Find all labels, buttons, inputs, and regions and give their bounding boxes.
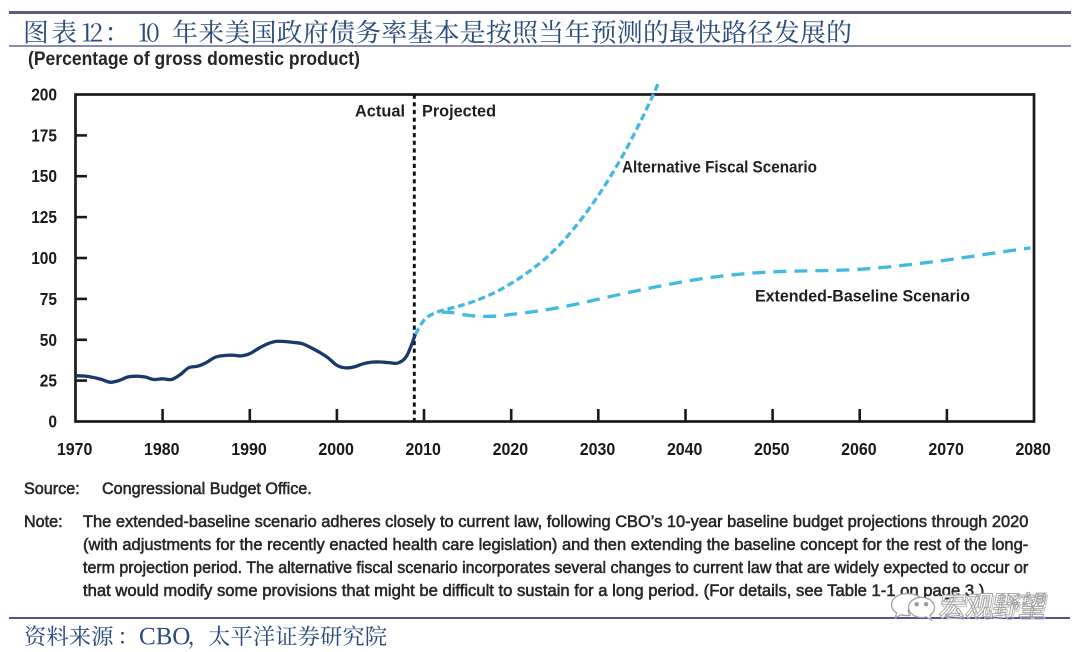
svg-text:2020: 2020	[493, 439, 529, 459]
svg-text:2010: 2010	[405, 439, 441, 459]
svg-text:Extended-Baseline Scenario: Extended-Baseline Scenario	[755, 287, 970, 306]
svg-text:2070: 2070	[928, 439, 964, 459]
svg-text:2060: 2060	[841, 439, 877, 459]
svg-text:2050: 2050	[754, 439, 790, 459]
svg-text:2000: 2000	[318, 439, 354, 459]
svg-text:2080: 2080	[1015, 439, 1051, 459]
svg-text:1980: 1980	[144, 439, 180, 459]
svg-text:175: 175	[31, 125, 57, 145]
svg-text:150: 150	[31, 166, 57, 186]
svg-text:2040: 2040	[667, 439, 703, 459]
svg-text:Alternative Fiscal Scenario: Alternative Fiscal Scenario	[622, 158, 817, 177]
svg-text:Actual: Actual	[355, 102, 405, 121]
svg-text:100: 100	[31, 248, 57, 268]
svg-text:0: 0	[48, 412, 57, 432]
svg-text:1970: 1970	[57, 439, 93, 459]
svg-text:1990: 1990	[231, 439, 267, 459]
svg-text:75: 75	[40, 289, 58, 309]
svg-text:125: 125	[31, 207, 57, 227]
svg-text:25: 25	[40, 371, 58, 391]
svg-text:200: 200	[31, 85, 57, 105]
svg-text:50: 50	[40, 330, 57, 350]
svg-text:Projected: Projected	[422, 102, 496, 121]
svg-text:2030: 2030	[580, 439, 616, 459]
